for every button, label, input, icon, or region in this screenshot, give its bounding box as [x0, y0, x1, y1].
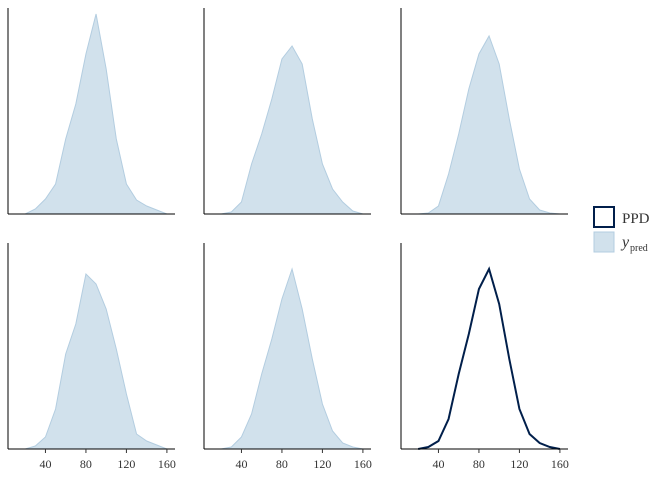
x-tick-label: 80 [80, 457, 92, 471]
x-tick-label: 120 [313, 457, 331, 471]
x-tick-label: 120 [117, 457, 135, 471]
legend-swatch-ypred [593, 231, 615, 253]
x-tick-label: 40 [432, 457, 444, 471]
x-tick-label: 160 [551, 457, 569, 471]
x-tick-label: 40 [39, 457, 51, 471]
x-tick-label: 40 [235, 457, 247, 471]
x-tick-label: 120 [510, 457, 528, 471]
x-tick-label: 160 [158, 457, 176, 471]
density-area [221, 45, 364, 215]
x-tick-label: 80 [473, 457, 485, 471]
legend-label: PPD [622, 211, 650, 227]
density-area [418, 34, 560, 215]
density-area [221, 267, 363, 450]
x-tick-label: 160 [354, 457, 372, 471]
legend-label-subscript: pred [630, 243, 648, 254]
legend-swatch-ppd [593, 206, 615, 228]
x-tick-label: 80 [276, 457, 288, 471]
legend-label: y [620, 234, 630, 251]
density-area [24, 13, 168, 215]
density-area [25, 272, 168, 450]
density-line [418, 266, 561, 450]
